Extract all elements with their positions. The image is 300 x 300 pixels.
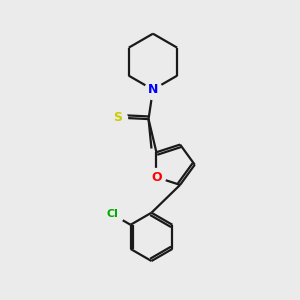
Text: Cl: Cl: [106, 209, 118, 219]
Text: S: S: [113, 111, 122, 124]
Text: N: N: [148, 83, 158, 96]
Text: O: O: [151, 171, 162, 184]
